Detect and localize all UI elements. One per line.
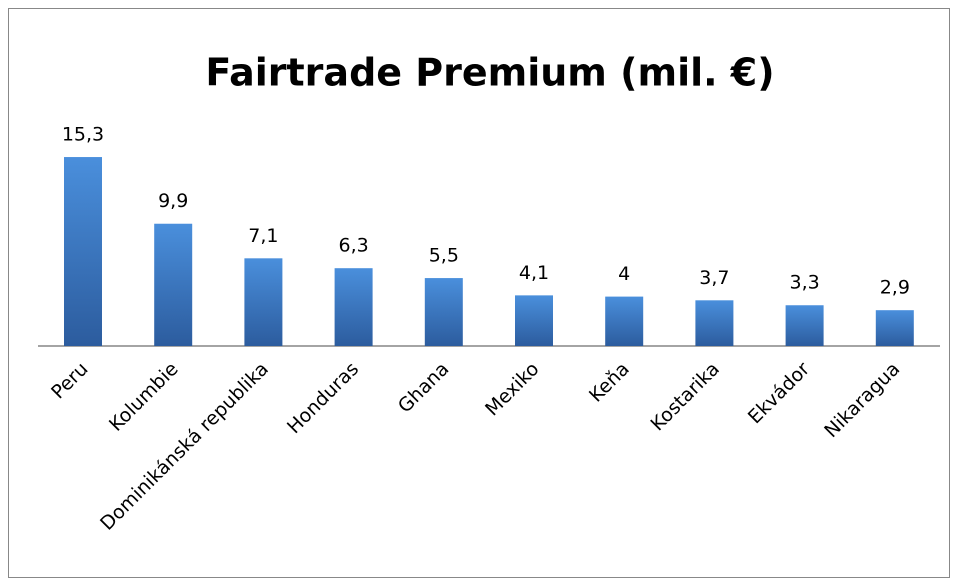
- bar: [424, 278, 463, 346]
- value-label: 5,5: [429, 245, 459, 267]
- value-label: 9,9: [158, 190, 188, 212]
- bar: [64, 157, 102, 346]
- bar: [334, 268, 373, 346]
- bar: [695, 300, 734, 346]
- value-label: 4: [618, 263, 630, 285]
- bar: [154, 223, 193, 346]
- value-label: 2,9: [880, 277, 910, 299]
- value-label: 3,3: [789, 272, 819, 294]
- value-label: 15,3: [62, 124, 104, 146]
- value-label: 6,3: [338, 235, 368, 257]
- value-label: 7,1: [248, 225, 278, 247]
- chart-title: Fairtrade Premium (mil. €): [205, 51, 774, 95]
- bar: [244, 258, 283, 346]
- bar: [875, 310, 914, 346]
- bar: [515, 295, 553, 346]
- bar: [785, 305, 824, 346]
- value-label: 4,1: [519, 262, 549, 284]
- value-label: 3,7: [699, 267, 729, 289]
- bar: [605, 296, 644, 346]
